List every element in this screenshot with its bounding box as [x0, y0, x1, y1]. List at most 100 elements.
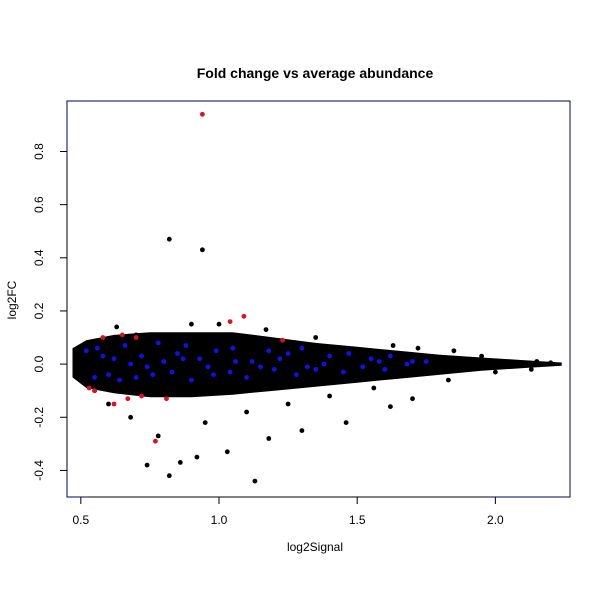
data-point: [299, 428, 305, 433]
data-point: [241, 313, 247, 319]
data-point: [528, 367, 534, 372]
data-point: [548, 360, 554, 366]
data-point: [227, 369, 233, 375]
data-point: [360, 364, 366, 370]
data-point: [189, 321, 194, 327]
points-layer: [72, 111, 562, 484]
data-point: [83, 348, 89, 354]
data-point: [133, 335, 139, 340]
data-point: [86, 385, 92, 391]
data-point: [313, 367, 319, 372]
y-axis-label: log2FC: [5, 280, 19, 319]
x-tick-label: 1.0: [211, 513, 228, 527]
data-point: [216, 321, 222, 327]
data-point: [266, 436, 272, 441]
data-point: [327, 393, 332, 399]
data-point: [410, 359, 415, 364]
data-point: [305, 364, 310, 370]
y-tick-label: 0.2: [32, 302, 46, 319]
data-point: [205, 364, 211, 370]
data-point: [155, 433, 161, 439]
data-point: [106, 372, 111, 378]
data-point: [161, 335, 167, 340]
data-point: [150, 372, 156, 378]
data-point: [202, 420, 208, 425]
plot-frame: [66, 100, 571, 498]
data-point: [224, 449, 230, 455]
data-point: [100, 335, 106, 340]
data-point: [139, 393, 145, 399]
data-point: [92, 388, 97, 394]
data-point: [144, 462, 150, 468]
data-point: [211, 372, 216, 378]
data-point: [189, 377, 194, 383]
data-point: [144, 364, 150, 370]
data-point: [164, 396, 169, 402]
data-point: [299, 345, 305, 351]
y-tick-label: 0.4: [32, 249, 46, 266]
data-point: [252, 478, 258, 484]
data-point: [153, 438, 158, 444]
data-point: [106, 401, 111, 407]
data-point: [321, 361, 327, 367]
data-point: [114, 324, 120, 330]
data-point: [227, 319, 233, 324]
data-point: [493, 369, 498, 375]
data-point: [233, 359, 239, 364]
data-point: [327, 353, 332, 359]
data-point: [280, 337, 285, 343]
data-point: [175, 351, 180, 356]
data-point: [446, 377, 451, 383]
data-point: [343, 420, 349, 425]
data-point: [155, 340, 161, 346]
data-point: [128, 361, 134, 367]
data-point: [451, 348, 457, 354]
data-point: [122, 343, 128, 348]
data-point: [258, 364, 263, 370]
data-point: [249, 359, 255, 364]
data-point: [213, 348, 219, 354]
data-point: [125, 396, 131, 402]
y-tick-label: 0.6: [32, 196, 46, 213]
data-point: [200, 247, 205, 253]
data-point: [161, 359, 167, 364]
data-point: [285, 401, 291, 407]
data-point: [479, 353, 484, 359]
x-tick-label: 0.5: [72, 513, 89, 527]
y-axis: -0.4 -0.2 0.0 0.2 0.4 0.6 0.8: [32, 143, 68, 481]
data-point: [371, 385, 377, 391]
data-point: [271, 367, 277, 372]
x-axis-label: log2Signal: [287, 540, 343, 554]
series-1: [83, 340, 429, 383]
data-point: [244, 409, 250, 415]
data-point: [404, 361, 410, 367]
data-point: [382, 367, 388, 372]
series-0: [92, 236, 554, 484]
data-point: [194, 454, 200, 460]
y-tick-label: -0.2: [32, 407, 46, 428]
data-point: [277, 356, 283, 362]
data-point: [133, 375, 139, 380]
data-point: [368, 356, 374, 362]
data-point: [119, 332, 125, 338]
data-point: [390, 343, 396, 348]
data-point: [423, 359, 429, 364]
data-point: [139, 353, 145, 359]
data-point: [100, 353, 106, 359]
data-point: [388, 404, 393, 409]
data-point: [111, 356, 117, 362]
data-point: [238, 337, 244, 343]
data-point: [346, 351, 352, 356]
data-point: [117, 377, 122, 383]
data-point: [263, 327, 269, 332]
data-point: [180, 356, 186, 362]
data-point: [294, 340, 299, 346]
data-point: [294, 372, 299, 378]
data-point: [166, 236, 172, 242]
data-point: [166, 473, 172, 479]
data-point: [341, 369, 346, 375]
data-point: [128, 414, 134, 420]
dense-point-cloud: [72, 332, 562, 398]
data-point: [266, 348, 272, 354]
data-point: [313, 335, 319, 340]
